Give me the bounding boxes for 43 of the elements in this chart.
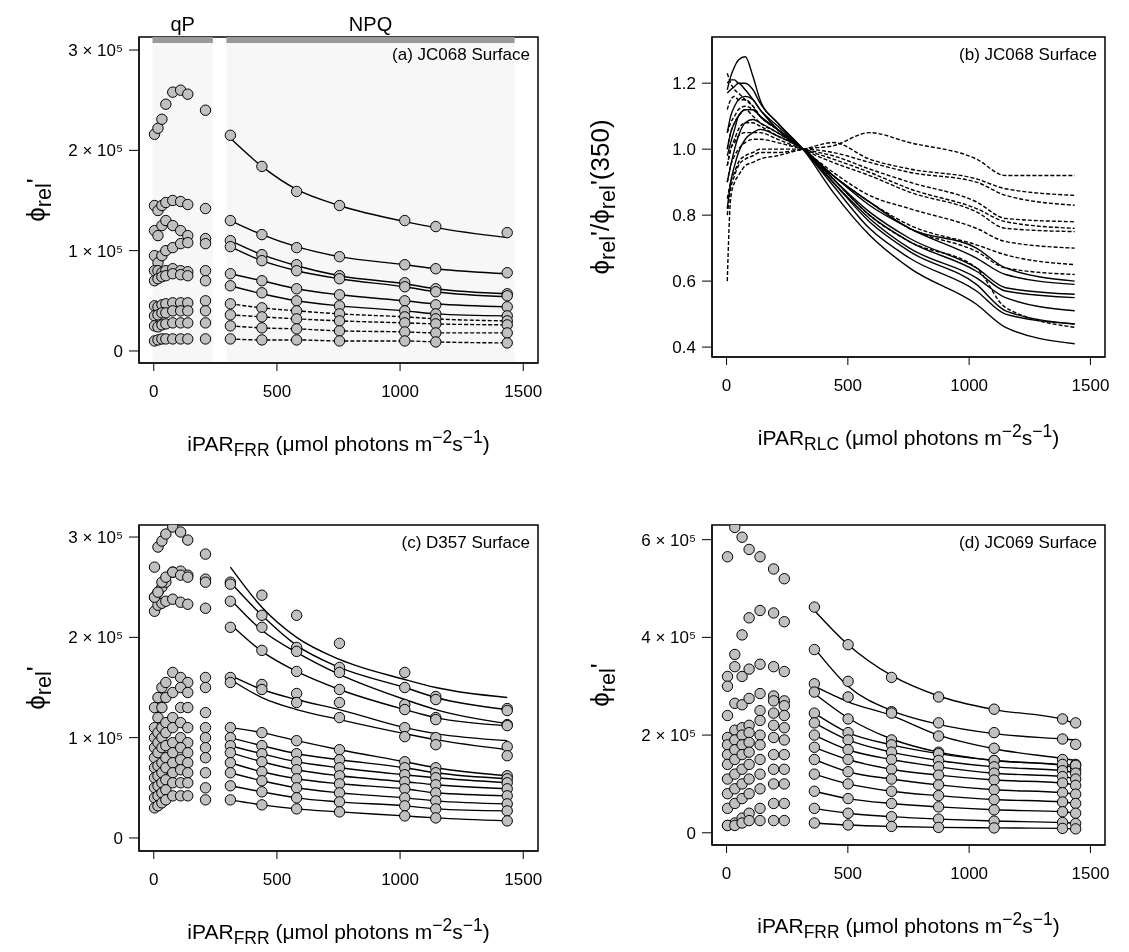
x-axis-title: iPAR$_{RLC}$ (μmol photons m$^{−2}$s$^{−1}$) (756, 421, 1061, 456)
annotation: (c) D357 Surface (401, 533, 530, 553)
y-tick-label: 1 × 10⁵ (68, 241, 123, 261)
y-tick-label: 0.4 (672, 338, 696, 358)
y-tick-label: 6 × 10⁵ (641, 530, 696, 550)
y-tick-label: 0 (113, 828, 123, 848)
y-tick-label: 0.8 (672, 206, 696, 226)
x-tick-label: 1500 (1071, 376, 1110, 396)
x-tick-label: 1500 (504, 382, 543, 402)
x-tick-label: 0 (149, 870, 159, 890)
x-tick-label: 0 (149, 382, 159, 402)
x-axis-title: iPAR$_{FRR}$ (μmol photons m$^{−2}$s$^{−1}$) (186, 915, 491, 950)
annotation: (d) JC069 Surface (959, 533, 1097, 553)
y-tick-label: 1.2 (672, 74, 696, 94)
x-tick-label: 500 (262, 870, 292, 890)
x-tick-label: 0 (721, 376, 732, 396)
y-tick-label: 0.6 (672, 272, 696, 292)
y-tick-label: 1 × 10⁵ (68, 728, 123, 748)
x-tick-label: 1000 (381, 870, 419, 890)
annotation: (b) JC068 Surface (959, 45, 1097, 65)
y-tick-label: 2 × 10⁵ (68, 141, 123, 161)
x-tick-label: 1000 (381, 382, 419, 402)
y-tick-label: 2 × 10⁵ (68, 628, 123, 648)
x-tick-label: 1000 (950, 864, 989, 884)
x-axis-title: iPAR$_{FRR}$ (μmol photons m$^{−2}$s$^{−1}$) (186, 427, 491, 462)
x-tick-label: 1500 (1071, 864, 1110, 884)
band-label: NPQ (348, 13, 393, 35)
y-tick-label: 0 (113, 342, 123, 361)
y-tick-label: 2 × 10⁵ (641, 726, 696, 746)
x-tick-label: 500 (833, 376, 863, 396)
band-label: qP (170, 13, 195, 35)
x-tick-label: 1000 (950, 376, 989, 396)
x-axis-title: iPAR$_{FRR}$ (μmol photons m$^{−2}$s$^{−1}$) (756, 909, 1061, 944)
annotation: (a) JC068 Surface (392, 45, 530, 65)
x-tick-label: 0 (721, 864, 732, 884)
y-tick-label: 4 × 10⁵ (641, 628, 696, 648)
x-tick-label: 500 (833, 864, 863, 884)
y-tick-label: 0 (686, 823, 696, 843)
x-tick-label: 1500 (504, 870, 543, 890)
y-tick-label: 3 × 10⁵ (68, 41, 123, 61)
y-tick-label: 1.0 (672, 140, 696, 160)
x-tick-label: 500 (262, 382, 292, 402)
y-tick-label: 3 × 10⁵ (68, 528, 123, 548)
